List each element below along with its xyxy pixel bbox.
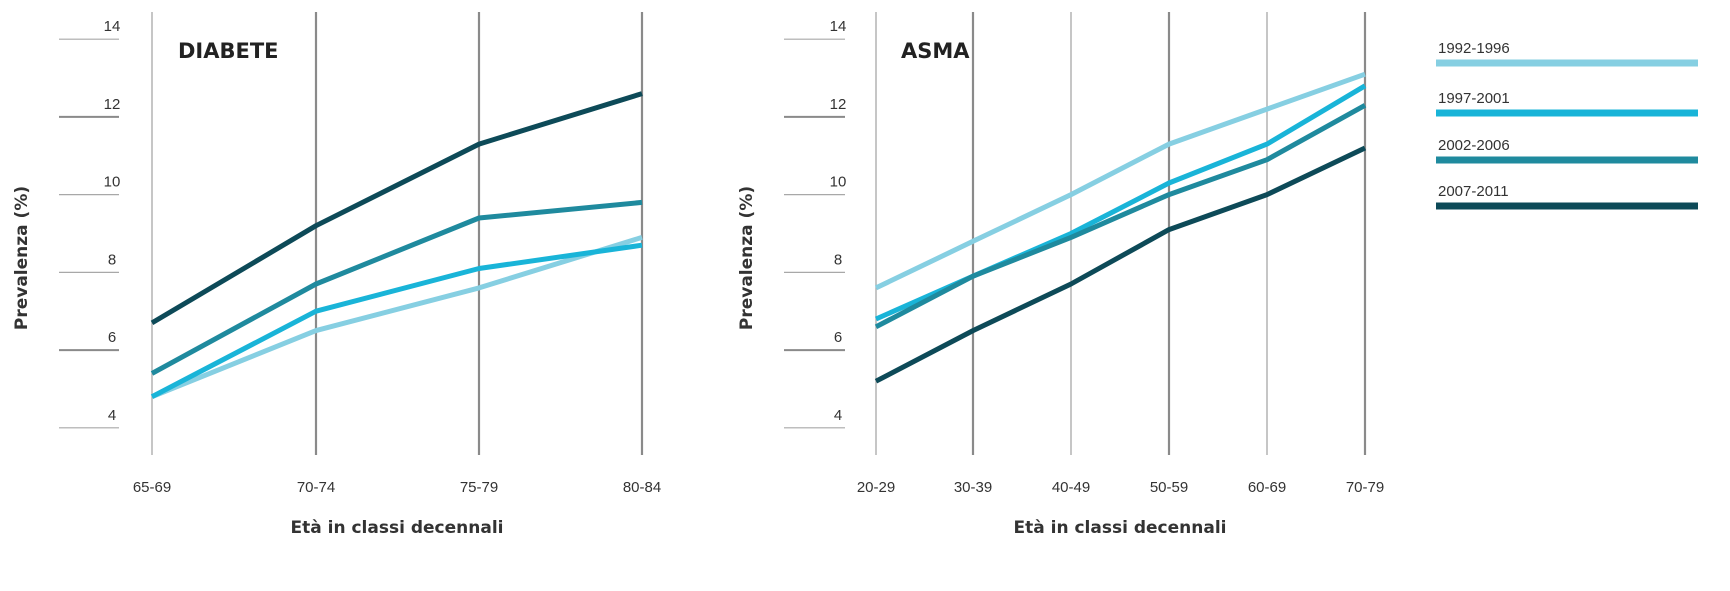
y-tick-label: 10 <box>104 174 121 191</box>
y-tick-label: 8 <box>108 251 116 268</box>
series-line-2007-2011 <box>874 145 1367 384</box>
y-axis-title: Prevalenza (%) <box>737 186 757 330</box>
series-line-2007-2011 <box>150 91 643 326</box>
panel-title: ASMA <box>901 39 970 63</box>
x-tick-label: 20-29 <box>857 479 895 496</box>
x-tick-label: 80-84 <box>623 479 661 496</box>
series-line-1997-2001 <box>150 242 643 399</box>
y-tick-label: 14 <box>830 18 847 35</box>
title-background <box>174 38 278 64</box>
x-tick-label: 40-49 <box>1052 479 1090 496</box>
y-axis-title: Prevalenza (%) <box>12 186 32 330</box>
x-tick-label: 60-69 <box>1248 479 1286 496</box>
x-axis-title: Età in classi decennali <box>291 518 504 538</box>
x-axis-title: Età in classi decennali <box>1014 518 1227 538</box>
y-tick-label: 6 <box>108 329 116 346</box>
panel-title: DIABETE <box>178 39 279 63</box>
y-tick-label: 4 <box>108 407 116 424</box>
legend-label: 1992-1996 <box>1438 40 1510 57</box>
asma-chart: 4 6 8 10 12 14 20-29 30-39 40-49 50-59 60-69 70-79 A… <box>737 12 1384 538</box>
x-tick-label: 75-79 <box>460 479 498 496</box>
x-tick-label: 65-69 <box>133 479 171 496</box>
y-tick-label: 4 <box>834 407 842 424</box>
y-tick-label: 6 <box>834 329 842 346</box>
diabete-chart: 4 6 8 10 12 14 65-69 70-74 75-79 80-84 DIABETE Età … <box>12 12 661 538</box>
x-tick-label: 50-59 <box>1150 479 1188 496</box>
y-tick-label: 10 <box>830 174 847 191</box>
x-tick-label: 70-79 <box>1346 479 1384 496</box>
legend-label: 1997-2001 <box>1438 90 1510 107</box>
legend-label: 2007-2011 <box>1438 183 1509 200</box>
y-tick-label: 12 <box>104 96 121 113</box>
y-tick-label: 8 <box>834 251 842 268</box>
y-tick-label: 12 <box>830 96 847 113</box>
series-line-1992-1996 <box>151 235 643 400</box>
x-tick-label: 70-74 <box>297 479 335 496</box>
title-background <box>897 38 971 64</box>
legend: 1992-1996 1997-2001 2002-2006 2007-2011 <box>1436 40 1698 210</box>
series-line-2002-2006 <box>874 103 1367 330</box>
legend-label: 2002-2006 <box>1438 137 1510 154</box>
series-line-1992-1996 <box>874 71 1366 291</box>
series-line-1997-2001 <box>874 83 1367 322</box>
x-tick-label: 30-39 <box>954 479 992 496</box>
series-line-2002-2006 <box>150 199 643 376</box>
y-tick-label: 14 <box>104 18 121 35</box>
